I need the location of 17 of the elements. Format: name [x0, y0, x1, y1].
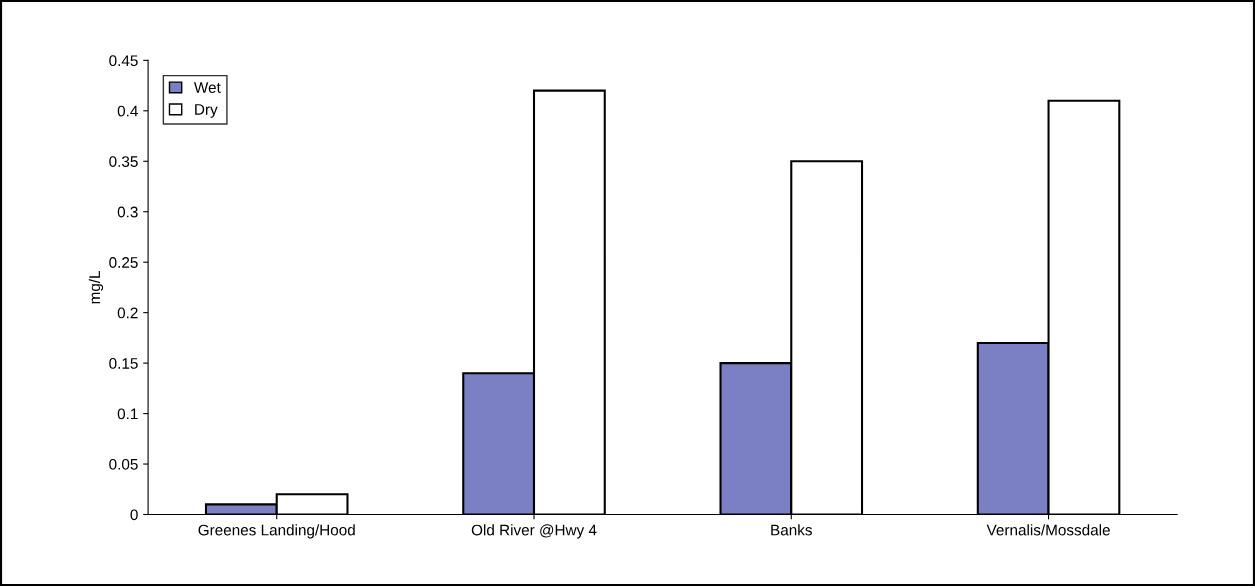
y-tick-label: 0.4: [117, 105, 138, 117]
y-tick-label: 0: [130, 509, 138, 521]
y-tick-label: 0.3: [117, 206, 138, 218]
y-tick-label: 0.35: [109, 156, 138, 167]
y-tick-label: 0.25: [109, 257, 138, 268]
x-tick-label: Vernalis/Mossdale: [986, 524, 1110, 536]
y-tick-label: 0.45: [109, 55, 138, 67]
y-axis-title: mg/L: [88, 270, 104, 304]
y-tick-label: 0.2: [117, 307, 138, 319]
legend-label: Dry: [195, 104, 218, 118]
x-tick-label: Old River @Hwy 4: [471, 524, 597, 539]
x-tick-label: Greenes Landing/Hood: [198, 524, 355, 539]
y-tick-label: 0.15: [109, 357, 138, 369]
x-tick-label: Banks: [771, 524, 812, 536]
legend-label: Wet: [193, 82, 221, 93]
y-tick-label: 0.1: [117, 408, 138, 420]
y-tick-label: 0.05: [109, 458, 138, 470]
